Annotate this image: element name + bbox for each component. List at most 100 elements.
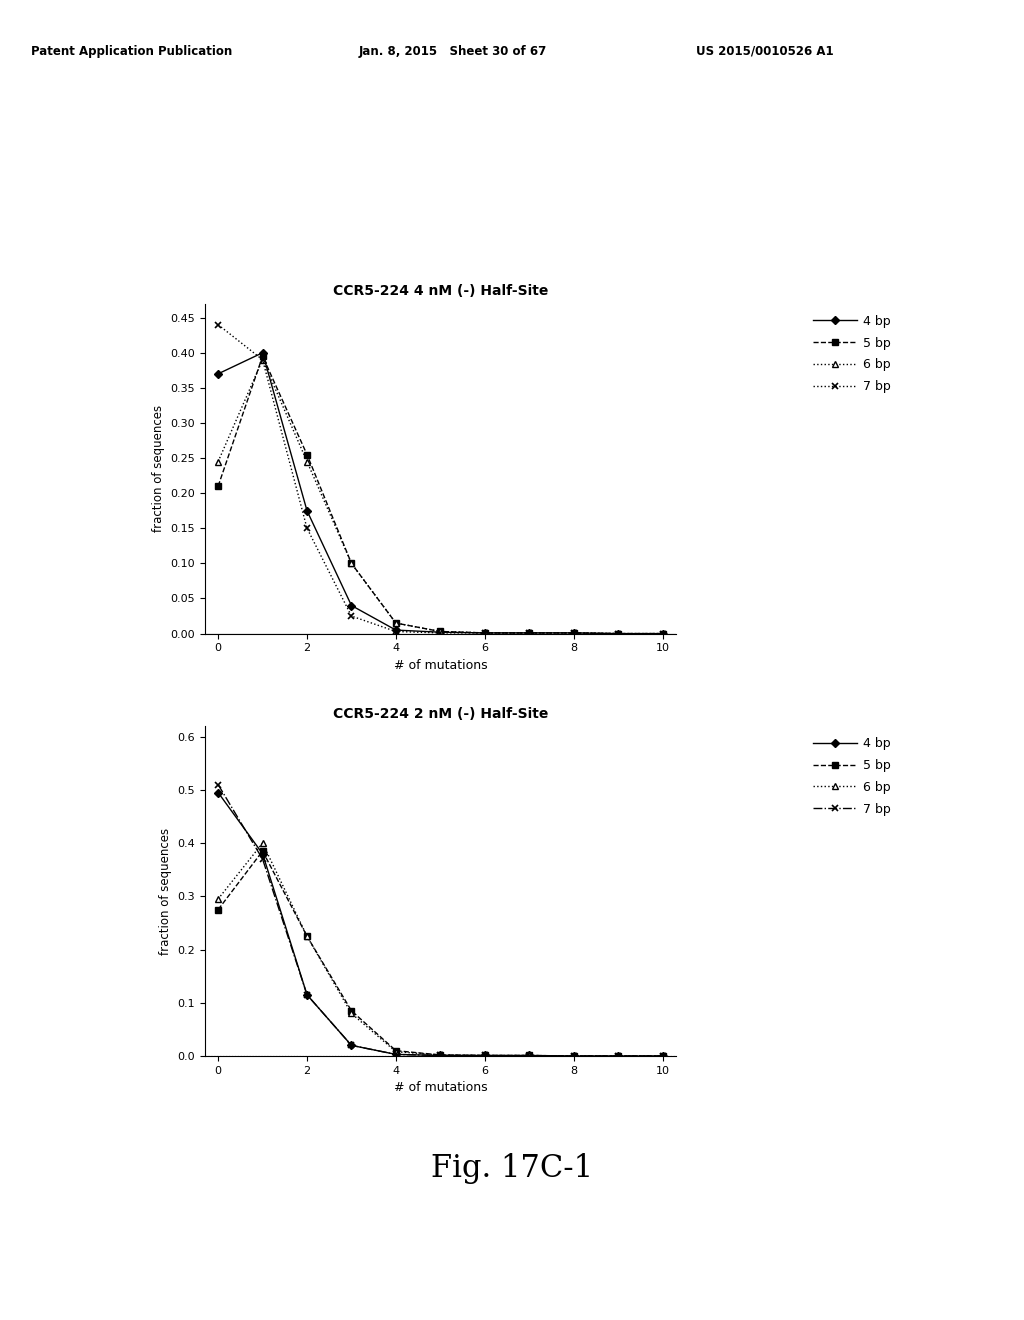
- 4 bp: [212, 366, 224, 381]
- 7 bp: [612, 1048, 625, 1064]
- 4 bp: [301, 503, 313, 519]
- Title: CCR5-224 4 nM (-) Half-Site: CCR5-224 4 nM (-) Half-Site: [333, 284, 548, 298]
- 6 bp: [434, 623, 446, 639]
- 4 bp: [434, 624, 446, 640]
- 4 bp: [478, 624, 490, 640]
- 6 bp: [256, 836, 268, 851]
- 7 bp: [567, 1048, 580, 1064]
- 5 bp: [212, 478, 224, 494]
- Text: US 2015/0010526 A1: US 2015/0010526 A1: [696, 45, 834, 58]
- 4 bp: [612, 1048, 625, 1064]
- 6 bp: [212, 891, 224, 907]
- 7 bp: [478, 624, 490, 640]
- 5 bp: [301, 446, 313, 462]
- Legend: 4 bp, 5 bp, 6 bp, 7 bp: 4 bp, 5 bp, 6 bp, 7 bp: [808, 310, 896, 399]
- 6 bp: [212, 454, 224, 470]
- 5 bp: [523, 1048, 536, 1064]
- 7 bp: [567, 624, 580, 640]
- 7 bp: [656, 626, 669, 642]
- 5 bp: [434, 623, 446, 639]
- Line: 7 bp: 7 bp: [215, 321, 666, 638]
- X-axis label: # of mutations: # of mutations: [393, 659, 487, 672]
- 5 bp: [345, 1003, 357, 1019]
- 6 bp: [256, 352, 268, 368]
- 7 bp: [434, 1048, 446, 1064]
- Title: CCR5-224 2 nM (-) Half-Site: CCR5-224 2 nM (-) Half-Site: [333, 706, 548, 721]
- 5 bp: [434, 1047, 446, 1063]
- Text: Fig. 17C-1: Fig. 17C-1: [431, 1152, 593, 1184]
- 4 bp: [567, 624, 580, 640]
- 4 bp: [390, 622, 402, 638]
- 5 bp: [612, 1048, 625, 1064]
- 5 bp: [567, 1048, 580, 1064]
- 6 bp: [345, 556, 357, 572]
- 6 bp: [390, 615, 402, 631]
- Legend: 4 bp, 5 bp, 6 bp, 7 bp: 4 bp, 5 bp, 6 bp, 7 bp: [808, 733, 896, 821]
- Y-axis label: fraction of sequences: fraction of sequences: [159, 828, 172, 954]
- 6 bp: [478, 624, 490, 640]
- 7 bp: [301, 520, 313, 536]
- 4 bp: [434, 1048, 446, 1064]
- 6 bp: [656, 626, 669, 642]
- 4 bp: [256, 345, 268, 360]
- 5 bp: [301, 928, 313, 944]
- 6 bp: [345, 1006, 357, 1022]
- 6 bp: [612, 626, 625, 642]
- 7 bp: [212, 317, 224, 333]
- 7 bp: [256, 352, 268, 368]
- 7 bp: [212, 776, 224, 792]
- 7 bp: [390, 623, 402, 639]
- 5 bp: [656, 626, 669, 642]
- 4 bp: [567, 1048, 580, 1064]
- Line: 5 bp: 5 bp: [215, 847, 666, 1059]
- Line: 5 bp: 5 bp: [215, 354, 666, 636]
- 7 bp: [523, 1048, 536, 1064]
- 5 bp: [256, 348, 268, 364]
- 7 bp: [345, 1038, 357, 1053]
- 4 bp: [656, 626, 669, 642]
- 5 bp: [390, 615, 402, 631]
- 5 bp: [656, 1048, 669, 1064]
- 7 bp: [301, 987, 313, 1003]
- Text: Patent Application Publication: Patent Application Publication: [31, 45, 232, 58]
- 5 bp: [390, 1043, 402, 1059]
- 6 bp: [523, 1048, 536, 1064]
- 7 bp: [656, 1048, 669, 1064]
- Line: 6 bp: 6 bp: [215, 840, 666, 1060]
- 5 bp: [612, 626, 625, 642]
- Text: Jan. 8, 2015   Sheet 30 of 67: Jan. 8, 2015 Sheet 30 of 67: [358, 45, 547, 58]
- 4 bp: [345, 1038, 357, 1053]
- Line: 7 bp: 7 bp: [215, 781, 666, 1060]
- 5 bp: [523, 624, 536, 640]
- 7 bp: [478, 1048, 490, 1064]
- 5 bp: [256, 843, 268, 859]
- 6 bp: [656, 1048, 669, 1064]
- 6 bp: [523, 624, 536, 640]
- X-axis label: # of mutations: # of mutations: [393, 1081, 487, 1094]
- 4 bp: [612, 626, 625, 642]
- 6 bp: [567, 1048, 580, 1064]
- Y-axis label: fraction of sequences: fraction of sequences: [152, 405, 165, 532]
- 7 bp: [345, 609, 357, 624]
- 6 bp: [434, 1047, 446, 1063]
- 4 bp: [345, 598, 357, 614]
- 6 bp: [567, 624, 580, 640]
- 5 bp: [478, 624, 490, 640]
- 4 bp: [523, 624, 536, 640]
- 7 bp: [390, 1047, 402, 1063]
- 5 bp: [478, 1048, 490, 1064]
- 6 bp: [301, 454, 313, 470]
- 7 bp: [434, 624, 446, 640]
- 4 bp: [478, 1048, 490, 1064]
- 4 bp: [523, 1048, 536, 1064]
- 5 bp: [212, 902, 224, 917]
- Line: 6 bp: 6 bp: [215, 356, 666, 638]
- 4 bp: [256, 846, 268, 862]
- 7 bp: [612, 626, 625, 642]
- 4 bp: [656, 1048, 669, 1064]
- 6 bp: [478, 1048, 490, 1064]
- 7 bp: [256, 851, 268, 867]
- 6 bp: [301, 928, 313, 944]
- 4 bp: [390, 1047, 402, 1063]
- 5 bp: [345, 556, 357, 572]
